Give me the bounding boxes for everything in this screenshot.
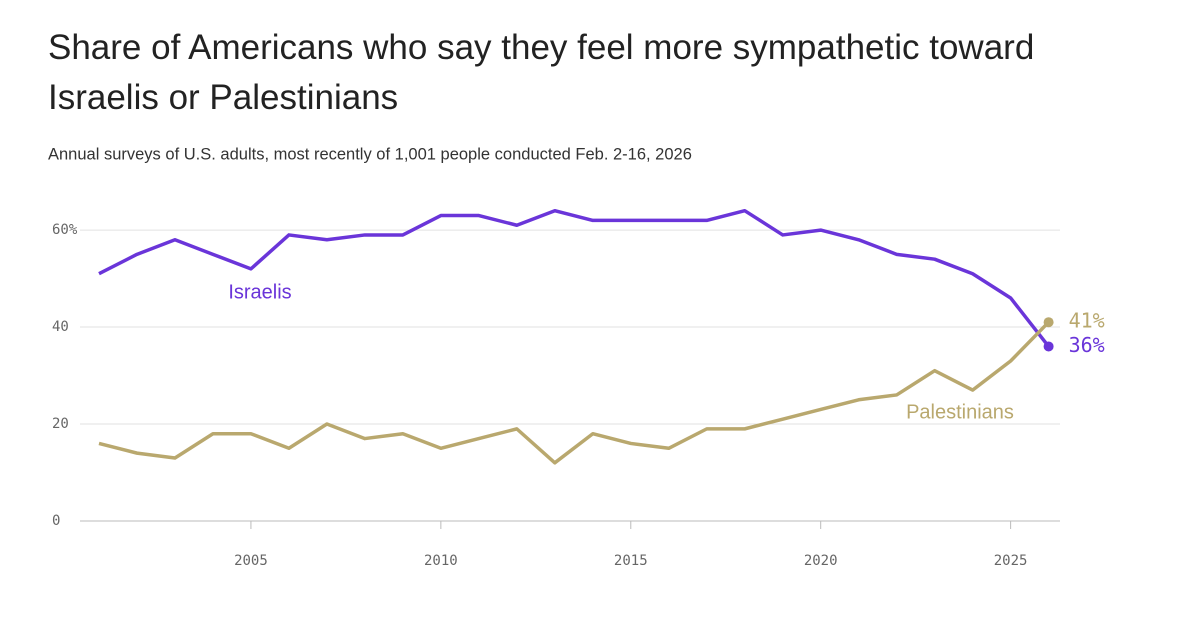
chart-title-text: Share of Americans who say they feel mor… — [48, 28, 1034, 67]
x-tick-label: 2025 — [994, 553, 1028, 569]
chart-subtitle: Annual surveys of U.S. adults, most rece… — [48, 145, 692, 163]
end-point — [1043, 341, 1054, 352]
series-label: Palestinians — [906, 401, 1014, 423]
x-tick-label: 2010 — [424, 553, 458, 569]
chart-title-text: Israelis or Palestinians — [48, 78, 398, 117]
y-tick-label: 60% — [52, 222, 78, 238]
line-series — [98, 320, 1050, 465]
x-tick-label: 2020 — [804, 553, 838, 569]
x-tick-label: 2015 — [614, 553, 648, 569]
value-label: 41% — [1069, 309, 1105, 333]
value-label: 36% — [1069, 333, 1105, 357]
y-tick-label: 0 — [52, 513, 60, 529]
y-tick-label: 40 — [52, 319, 69, 335]
chart-title: Share of Americans who say they feel mor… — [48, 28, 1034, 117]
series-label: Israelis — [228, 281, 291, 303]
x-tick-label: 2005 — [234, 553, 268, 569]
line-series — [98, 208, 1050, 348]
end-point — [1043, 317, 1054, 328]
y-tick-label: 20 — [52, 416, 69, 432]
